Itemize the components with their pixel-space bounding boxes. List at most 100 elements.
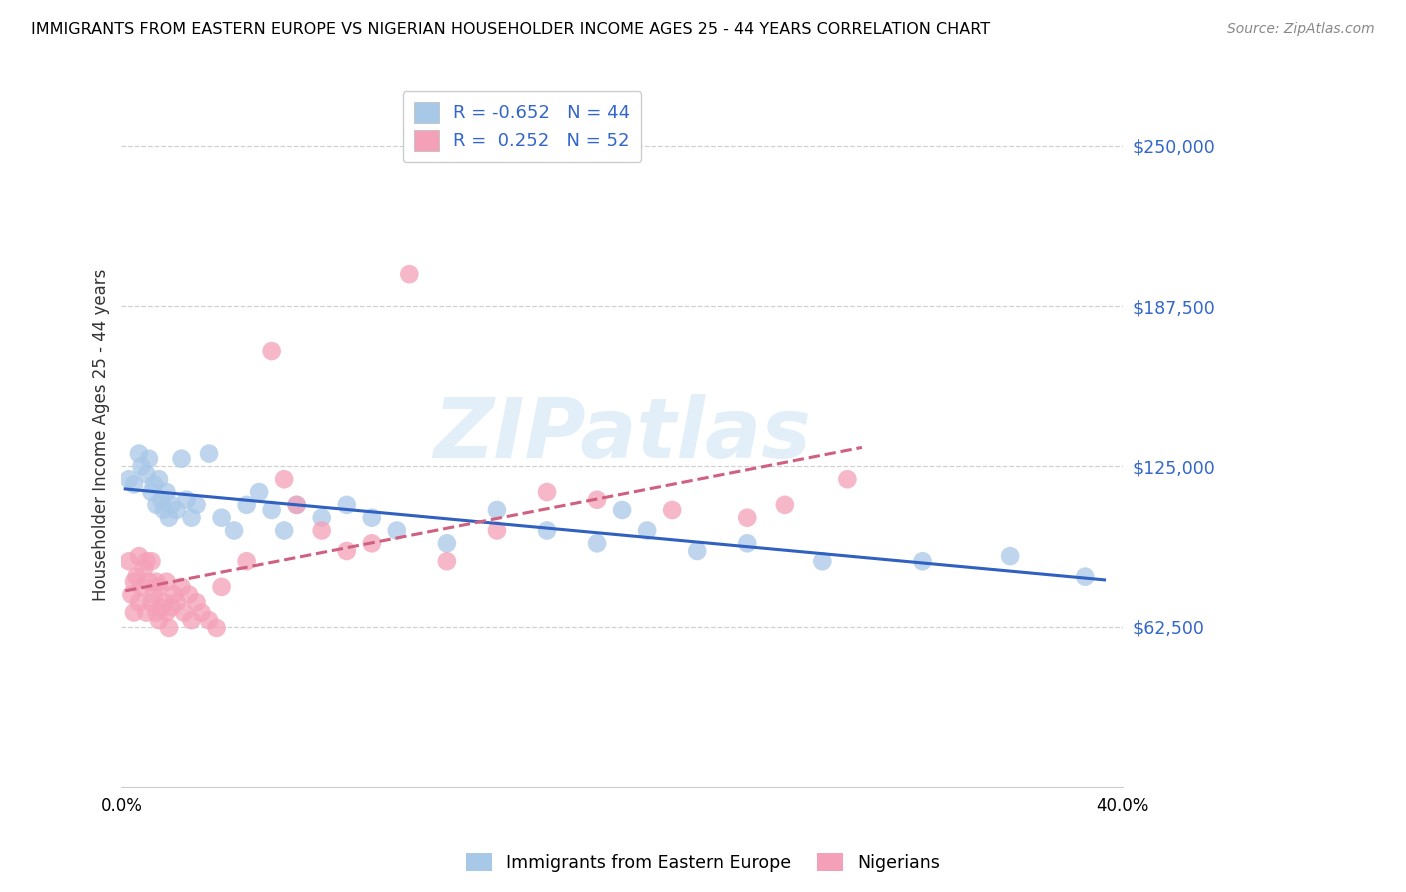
Point [336,498,359,512]
Point [586,492,609,507]
Point [131,580,153,594]
Point [141,485,163,500]
Point [661,503,683,517]
Point [135,554,157,568]
Point [145,498,167,512]
Point [485,524,508,538]
Point [336,544,359,558]
Point [145,574,167,589]
Point [485,503,508,517]
Text: Source: ZipAtlas.com: Source: ZipAtlas.com [1227,22,1375,37]
Point [153,503,176,517]
Point [150,600,173,615]
Point [160,600,183,615]
Point [128,447,150,461]
Point [773,498,796,512]
Point [118,554,141,568]
Point [385,524,408,538]
Point [141,595,163,609]
Point [998,549,1021,563]
Point [148,613,170,627]
Point [811,554,834,568]
Point [235,498,257,512]
Point [285,498,308,512]
Point [247,485,270,500]
Point [160,498,183,512]
Point [186,595,208,609]
Point [180,613,202,627]
Point [145,606,167,620]
Point [285,498,308,512]
Point [686,544,709,558]
Point [1074,569,1097,583]
Legend: R = -0.652   N = 44, R =  0.252   N = 52: R = -0.652 N = 44, R = 0.252 N = 52 [402,91,641,161]
Point [118,472,141,486]
Point [173,606,195,620]
Legend: Immigrants from Eastern Europe, Nigerians: Immigrants from Eastern Europe, Nigerian… [460,847,946,879]
Y-axis label: Householder Income Ages 25 - 44 years: Householder Income Ages 25 - 44 years [93,268,110,600]
Point [138,574,160,589]
Point [222,524,245,538]
Point [273,472,295,486]
Text: ZIPatlas: ZIPatlas [433,394,811,475]
Point [125,569,148,583]
Point [735,510,758,524]
Point [166,595,188,609]
Point [180,510,202,524]
Point [735,536,758,550]
Point [436,536,458,550]
Point [311,510,333,524]
Point [132,562,155,576]
Point [837,472,859,486]
Point [128,595,150,609]
Point [911,554,934,568]
Point [176,492,198,507]
Point [120,588,142,602]
Point [211,580,233,594]
Point [235,554,257,568]
Point [143,477,166,491]
Point [311,524,333,538]
Point [122,574,145,589]
Point [135,606,157,620]
Point [166,503,188,517]
Point [150,492,173,507]
Point [360,510,382,524]
Point [163,588,186,602]
Point [198,613,221,627]
Point [586,536,609,550]
Point [260,503,283,517]
Point [143,588,166,602]
Point [536,524,558,538]
Text: IMMIGRANTS FROM EASTERN EUROPE VS NIGERIAN HOUSEHOLDER INCOME AGES 25 - 44 YEARS: IMMIGRANTS FROM EASTERN EUROPE VS NIGERI… [31,22,990,37]
Point [198,447,221,461]
Point [536,485,558,500]
Point [177,588,200,602]
Point [157,510,180,524]
Point [398,267,420,281]
Point [155,485,177,500]
Point [128,549,150,563]
Point [138,451,160,466]
Point [153,595,176,609]
Point [190,606,212,620]
Point [260,344,283,359]
Point [148,472,170,486]
Point [610,503,633,517]
Point [205,621,228,635]
Point [155,606,177,620]
Point [131,459,153,474]
Point [360,536,382,550]
Point [436,554,458,568]
Point [170,451,193,466]
Point [211,510,233,524]
Point [157,621,180,635]
Point [141,554,163,568]
Point [636,524,658,538]
Point [148,580,170,594]
Point [186,498,208,512]
Point [273,524,295,538]
Point [122,477,145,491]
Point [135,467,157,482]
Point [170,580,193,594]
